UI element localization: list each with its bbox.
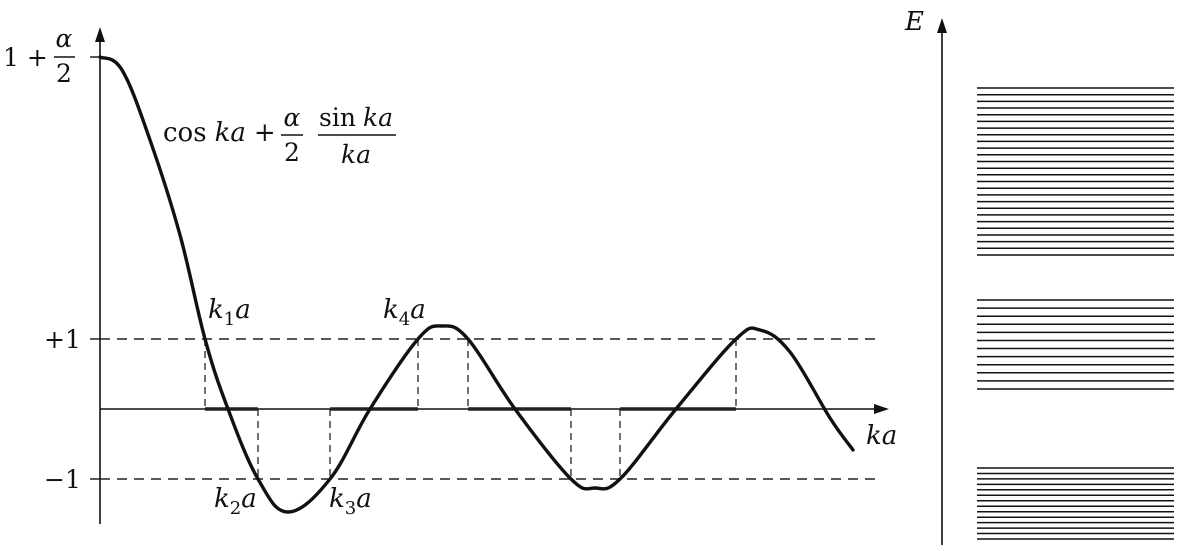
function-label: cos ka + α 2 sin ka ka <box>163 103 396 169</box>
k3a-label: k3a <box>329 484 372 519</box>
function-label-frac2-den: ka <box>341 140 371 169</box>
energy-band <box>977 299 1174 390</box>
y-tick-top-prefix: 1 + <box>3 43 48 72</box>
y-tick-label-minus1: −1 <box>44 465 81 494</box>
energy-axis-arrow-icon <box>937 18 947 33</box>
function-label-frac1-num: α <box>284 103 301 132</box>
y-axis-arrow-icon <box>95 27 105 42</box>
k1a-label: k1a <box>208 295 251 330</box>
energy-band <box>977 87 1174 256</box>
x-axis-label: ka <box>866 421 897 451</box>
energy-level-diagram: E <box>904 7 1174 545</box>
y-tick-label-plus1: +1 <box>44 325 81 354</box>
energy-band <box>977 467 1174 540</box>
y-tick-top-denominator: 2 <box>56 59 72 88</box>
function-curve <box>98 55 855 514</box>
function-label-cos: cos ka + <box>163 118 276 148</box>
function-label-frac1-den: 2 <box>284 138 300 167</box>
energy-bands <box>977 87 1174 540</box>
function-label-frac2-num: sin ka <box>319 103 393 132</box>
y-tick-top-numerator: α <box>56 24 73 53</box>
x-axis-arrow-icon <box>874 404 889 414</box>
energy-axis-label: E <box>904 7 924 37</box>
y-tick-label-top: 1 + α 2 <box>3 24 75 88</box>
k4a-label: k4a <box>383 295 426 330</box>
k2a-label: k2a <box>214 484 257 519</box>
left-plot: 1 + α 2 +1 −1 ka cos ka + α 2 sin ka ka k1a… <box>3 24 897 524</box>
